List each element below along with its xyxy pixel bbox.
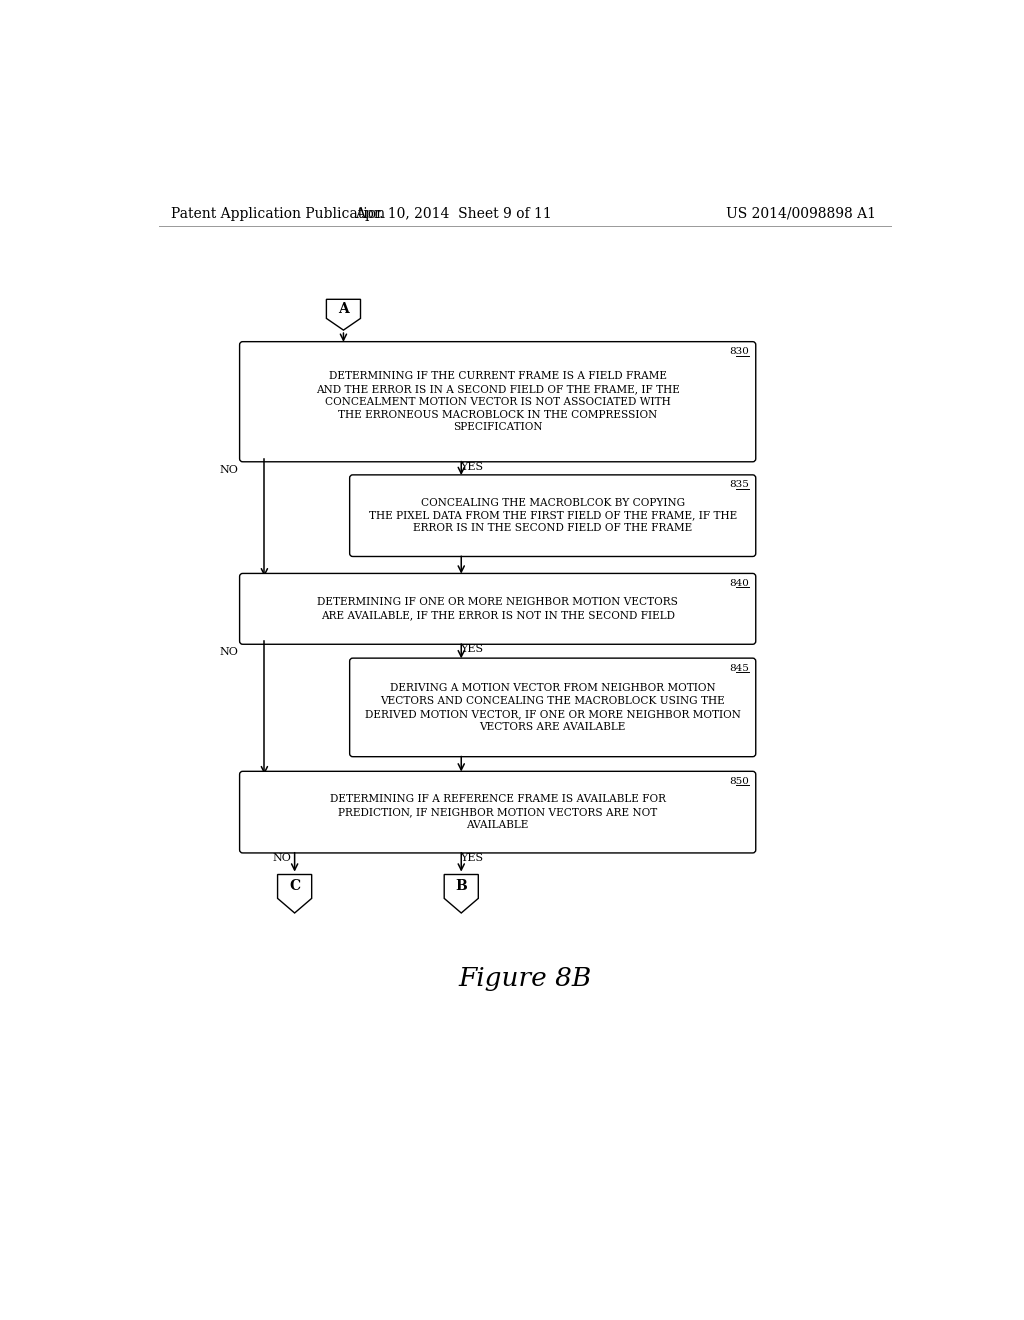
Text: DETERMINING IF A REFERENCE FRAME IS AVAILABLE FOR
PREDICTION, IF NEIGHBOR MOTION: DETERMINING IF A REFERENCE FRAME IS AVAI… [330,795,666,830]
Text: Patent Application Publication: Patent Application Publication [171,207,385,220]
Text: 845: 845 [729,664,749,672]
Text: 850: 850 [729,776,749,785]
Text: DETERMINING IF THE CURRENT FRAME IS A FIELD FRAME
AND THE ERROR IS IN A SECOND F: DETERMINING IF THE CURRENT FRAME IS A FI… [315,371,680,433]
Polygon shape [444,875,478,913]
Text: 830: 830 [729,347,749,356]
Text: CONCEALING THE MACROBLCOK BY COPYING
THE PIXEL DATA FROM THE FIRST FIELD OF THE : CONCEALING THE MACROBLCOK BY COPYING THE… [369,498,737,533]
Text: NO: NO [219,465,238,475]
Text: YES: YES [461,853,483,863]
Polygon shape [327,300,360,330]
Text: US 2014/0098898 A1: US 2014/0098898 A1 [726,207,876,220]
FancyBboxPatch shape [240,342,756,462]
Text: Figure 8B: Figure 8B [458,966,592,991]
Text: NO: NO [219,647,238,657]
FancyBboxPatch shape [240,573,756,644]
FancyBboxPatch shape [240,771,756,853]
Text: YES: YES [461,462,483,471]
Text: C: C [289,879,300,894]
Text: DERIVING A MOTION VECTOR FROM NEIGHBOR MOTION
VECTORS AND CONCEALING THE MACROBL: DERIVING A MOTION VECTOR FROM NEIGHBOR M… [365,684,740,731]
Text: Apr. 10, 2014  Sheet 9 of 11: Apr. 10, 2014 Sheet 9 of 11 [355,207,552,220]
FancyBboxPatch shape [349,475,756,557]
Text: 840: 840 [729,579,749,587]
Text: B: B [456,879,467,894]
Text: NO: NO [272,853,292,863]
Polygon shape [278,875,311,913]
Text: 835: 835 [729,480,749,490]
Text: A: A [338,302,349,315]
FancyBboxPatch shape [349,659,756,756]
Text: YES: YES [461,644,483,655]
Text: DETERMINING IF ONE OR MORE NEIGHBOR MOTION VECTORS
ARE AVAILABLE, IF THE ERROR I: DETERMINING IF ONE OR MORE NEIGHBOR MOTI… [317,598,678,620]
